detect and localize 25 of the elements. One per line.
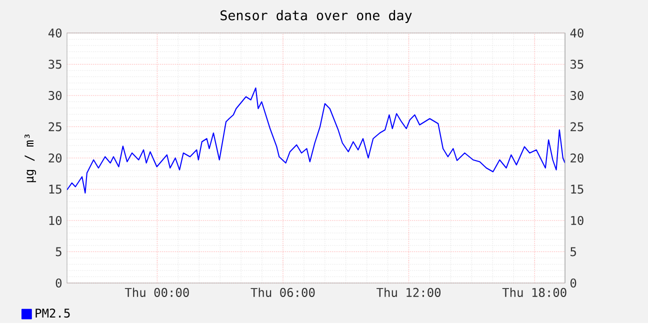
y2-tick-label: 10 bbox=[571, 216, 584, 226]
y2-tick-label: 5 bbox=[570, 247, 576, 256]
y-tick-label: 20 bbox=[48, 154, 62, 163]
x-tick-label: Thu 00:00 bbox=[124, 288, 189, 298]
y2-tick-label: 35 bbox=[570, 60, 584, 69]
y-tick-label: 15 bbox=[49, 184, 62, 194]
y2-tick-label: 15 bbox=[571, 184, 584, 194]
y-tick-label: 30 bbox=[48, 91, 62, 100]
y-tick-label: 25 bbox=[48, 122, 62, 132]
y2-tick-label: 20 bbox=[570, 154, 584, 163]
x-tick-label: Thu 12:00 bbox=[376, 288, 441, 298]
chart-title: Sensor data over one day bbox=[220, 10, 412, 24]
y2-tick-label: 0 bbox=[570, 278, 576, 288]
y2-tick-label: 40 bbox=[570, 28, 584, 38]
y2-tick-label: 25 bbox=[570, 122, 584, 132]
y-tick-label: 0 bbox=[56, 278, 62, 288]
legend-label: PM2.5 bbox=[36, 308, 70, 318]
y-tick-label: 10 bbox=[49, 216, 62, 226]
y-tick-label: 35 bbox=[48, 60, 62, 69]
x-tick-label: Thu 06:00 bbox=[250, 288, 315, 298]
y-tick-label: 5 bbox=[56, 247, 62, 256]
y2-tick-label: 30 bbox=[570, 91, 584, 100]
y-axis-title: µg / m³ bbox=[24, 134, 36, 182]
y-tick-label: 40 bbox=[48, 28, 62, 38]
x-tick-label: Thu 18:00 bbox=[502, 288, 566, 298]
